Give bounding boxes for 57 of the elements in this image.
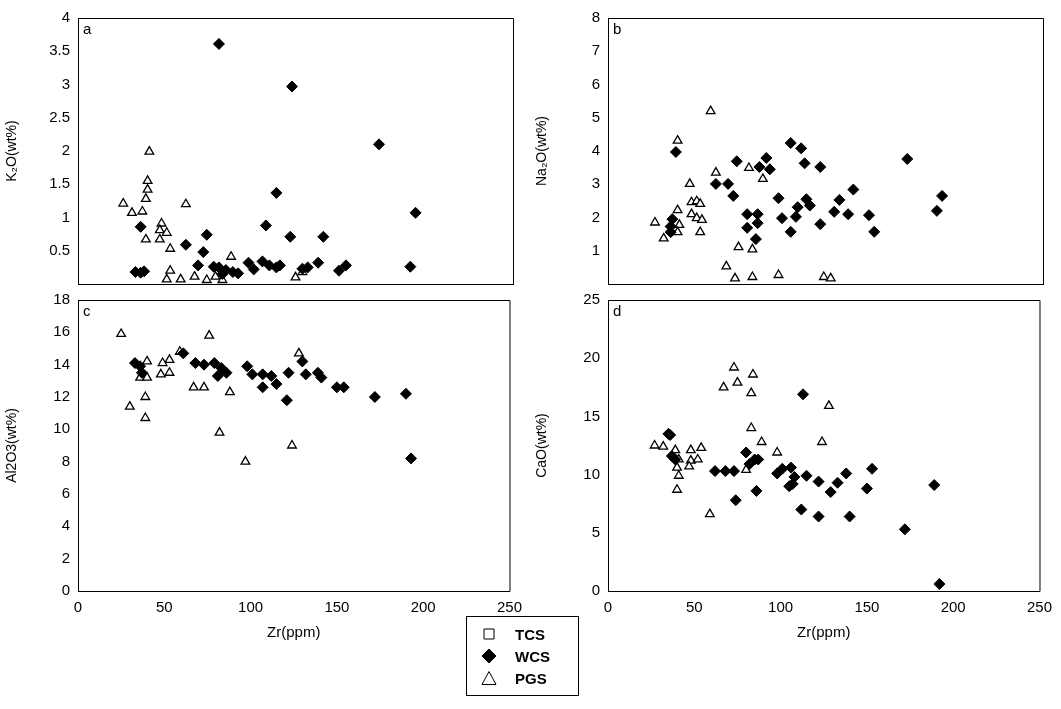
y-tick-label: 15 [583, 406, 600, 424]
x-tick-label: 100 [238, 598, 264, 616]
x-tick-label: 50 [155, 598, 173, 616]
y-tick-label: 0 [61, 581, 70, 599]
y-axis-title: K₂O(wt%) [3, 120, 20, 182]
y-tick-label: 2.5 [49, 107, 70, 125]
x-tick-label: 100 [768, 598, 794, 616]
y-tick-label: 12 [53, 387, 70, 405]
y-tick-label: 3.5 [49, 41, 70, 59]
y-tick-label: 4 [591, 141, 600, 159]
x-tick-label: 200 [940, 598, 966, 616]
y-tick-label: 14 [53, 354, 70, 372]
x-tick-label: 250 [496, 598, 522, 616]
y-tick-label: 20 [583, 348, 600, 366]
legend-label: PGS [515, 669, 547, 687]
y-tick-label: 2 [61, 141, 70, 159]
y-tick-label: 3 [591, 174, 600, 192]
x-axis-title: Zr(ppm) [267, 623, 321, 641]
x-axis-title: Zr(ppm) [797, 623, 851, 641]
y-tick-label: 8 [61, 451, 70, 469]
y-tick-label: 0.5 [49, 240, 70, 258]
y-tick-label: 0 [591, 581, 600, 599]
y-tick-label: 7 [591, 41, 600, 59]
y-tick-label: 25 [583, 290, 600, 308]
y-tick-label: 1 [591, 240, 600, 258]
annotation: b [613, 19, 622, 37]
y-tick-label: 5 [591, 107, 600, 125]
annotation: a [83, 19, 92, 37]
x-tick-label: 150 [324, 598, 350, 616]
annotation: d [613, 301, 622, 319]
y-axis-title: Al2O3(wt%) [3, 408, 20, 483]
legend-label: WCS [515, 647, 550, 665]
y-tick-label: 6 [591, 74, 600, 92]
y-axis-title: Na₂O(wt%) [533, 116, 550, 186]
x-tick-label: 150 [854, 598, 880, 616]
annotation: c [83, 301, 91, 319]
x-tick-label: 0 [73, 598, 83, 616]
x-tick-label: 250 [1026, 598, 1052, 616]
y-tick-label: 2 [591, 207, 600, 225]
y-tick-label: 10 [53, 419, 70, 437]
y-tick-label: 10 [583, 464, 600, 482]
y-tick-label: 6 [61, 484, 70, 502]
y-tick-label: 1.5 [49, 174, 70, 192]
y-tick-label: 18 [53, 290, 70, 308]
x-tick-label: 0 [603, 598, 613, 616]
x-tick-label: 200 [410, 598, 436, 616]
y-tick-label: 2 [61, 548, 70, 566]
y-tick-label: 3 [61, 74, 70, 92]
y-tick-label: 4 [61, 516, 70, 534]
legend-label: TCS [515, 625, 545, 643]
y-tick-label: 4 [61, 8, 70, 26]
y-tick-label: 5 [591, 522, 600, 540]
y-tick-label: 16 [53, 322, 70, 340]
x-tick-label: 50 [685, 598, 703, 616]
y-tick-label: 1 [61, 207, 70, 225]
y-axis-title: CaO(wt%) [533, 413, 550, 478]
y-tick-label: 8 [591, 8, 600, 26]
